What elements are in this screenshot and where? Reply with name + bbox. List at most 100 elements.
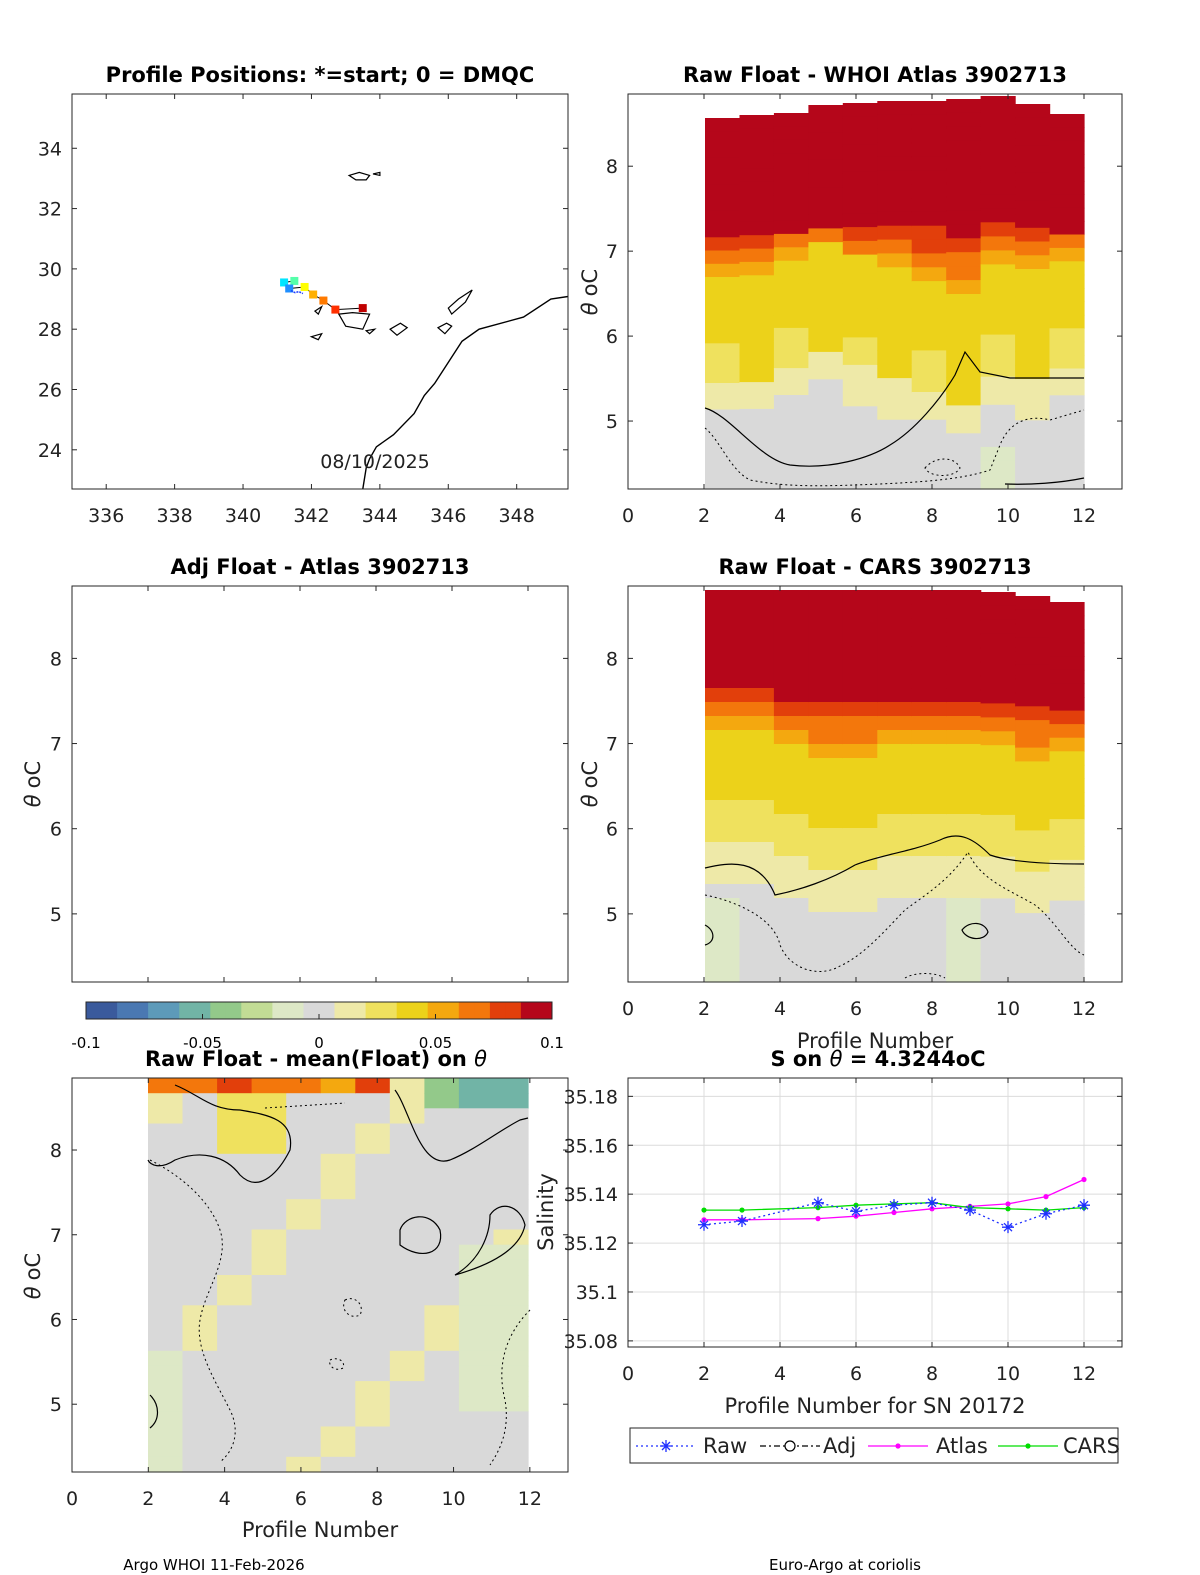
mean-heat-cell bbox=[355, 1078, 391, 1094]
cars-heat-cell bbox=[946, 716, 982, 731]
point-atlas bbox=[815, 1216, 821, 1222]
atlas-heat-cell bbox=[1049, 328, 1085, 343]
atlas-heat-cell bbox=[773, 260, 809, 275]
cars-heat-cell bbox=[877, 660, 913, 675]
cars-heat-cell bbox=[842, 884, 878, 899]
colorbar-swatch bbox=[427, 1002, 444, 1019]
mean-heat-cell bbox=[286, 1320, 322, 1337]
atlas-heat-cell bbox=[808, 201, 844, 216]
cars-heat-cell bbox=[946, 730, 982, 745]
mean-heat-cell bbox=[182, 1108, 218, 1125]
mean-xtick-label: 12 bbox=[518, 1488, 542, 1510]
salinity-ytick-label: 35.1 bbox=[576, 1282, 618, 1304]
cars-heat-cell bbox=[911, 618, 947, 633]
atlas-heat-cell bbox=[980, 432, 1016, 448]
atlas-heat-cell bbox=[842, 199, 878, 214]
mean-heat-cell bbox=[251, 1411, 287, 1428]
atlas-heat-cell bbox=[1015, 214, 1051, 229]
atlas-heat-cell bbox=[877, 142, 913, 158]
mean-heat-cell bbox=[251, 1138, 287, 1155]
cars-heat-cell bbox=[773, 688, 809, 703]
mean-heat-cell bbox=[355, 1244, 391, 1261]
mean-heat-cell bbox=[424, 1078, 460, 1094]
colorbar-swatch bbox=[396, 1002, 413, 1019]
mean-heat-cell bbox=[320, 1350, 356, 1367]
mean-heat-cell bbox=[355, 1350, 391, 1367]
cars-heat-cell bbox=[705, 870, 741, 885]
mean-heat-cell bbox=[320, 1365, 356, 1382]
cars-heat-cell bbox=[705, 786, 741, 801]
atlas-heat-cell bbox=[842, 282, 878, 297]
mean-heat-cell bbox=[389, 1350, 425, 1367]
mean-heat-cell bbox=[182, 1275, 218, 1291]
cars-heat-cell bbox=[877, 884, 913, 899]
mean-heat-cell bbox=[355, 1365, 391, 1382]
cars-heat-cell bbox=[980, 773, 1016, 788]
atlas-heat-cell bbox=[705, 316, 741, 331]
mean-heat-cell bbox=[217, 1184, 253, 1200]
atlas-heat-cell bbox=[773, 448, 809, 463]
cars-heat-cell bbox=[1015, 816, 1051, 831]
atlas-heat-cell bbox=[705, 184, 741, 199]
cars-heat-cell bbox=[705, 772, 741, 787]
salinity-xtick-label: 2 bbox=[698, 1363, 710, 1385]
cars-heat-cell bbox=[1049, 642, 1085, 657]
cars-heat-cell bbox=[877, 730, 913, 745]
colorbar-swatch bbox=[194, 1002, 211, 1019]
atlas-heat-cell bbox=[1049, 381, 1085, 396]
atlas-heat-cell bbox=[773, 247, 809, 262]
atlas-heat-cell bbox=[842, 475, 878, 490]
mean-heat-cell bbox=[355, 1441, 391, 1458]
cars-heat-cell bbox=[946, 674, 982, 689]
atlas-heat-cell bbox=[980, 152, 1016, 167]
atlas-heat-cell bbox=[1015, 255, 1051, 270]
atlas-heat-cell bbox=[1049, 140, 1085, 155]
colorbar-tick-label: 0.1 bbox=[540, 1034, 564, 1052]
atlas-heat-cell bbox=[808, 447, 844, 463]
mean-heat-cell bbox=[320, 1199, 356, 1215]
mean-heat-cell bbox=[320, 1411, 356, 1428]
mean-heat-cell bbox=[355, 1199, 391, 1215]
atlas-heat-cell bbox=[1015, 461, 1051, 476]
colorbar-swatch bbox=[117, 1002, 134, 1019]
mean-heat-cell bbox=[251, 1093, 287, 1109]
cars-heat-cell bbox=[705, 968, 741, 983]
atlas-heat-cell bbox=[946, 126, 982, 142]
map-title: Profile Positions: *=start; 0 = DMQC bbox=[106, 63, 535, 87]
mean-heat-cell bbox=[182, 1123, 218, 1140]
cars-heat-cell bbox=[1049, 968, 1085, 983]
salinity-axes: 0 2 4 6 8 10 12 35.08 35.1 35.12 35.14 35.16 35.18 bbox=[564, 1078, 1122, 1385]
cars-heat-cell bbox=[946, 912, 982, 927]
cars-heat-cell bbox=[739, 870, 775, 885]
cars-heat-cell bbox=[705, 814, 741, 829]
cars-heat-cell bbox=[980, 605, 1016, 621]
salinity-ytick-label: 35.16 bbox=[564, 1135, 618, 1157]
legend-label-raw: Raw bbox=[703, 1434, 747, 1458]
atlas-heat-cell bbox=[808, 351, 844, 367]
atlas-heat-cell bbox=[773, 287, 809, 302]
mean-heat-cell bbox=[182, 1168, 218, 1185]
cars-heat-cell bbox=[1015, 844, 1051, 859]
atlas-heat-cell bbox=[877, 419, 913, 435]
cars-heat-cell bbox=[773, 954, 809, 969]
mean-heat-cell bbox=[389, 1138, 425, 1155]
profile-position-marker bbox=[300, 282, 309, 291]
profile-position-marker bbox=[290, 276, 299, 285]
atlas-heat-cell bbox=[980, 334, 1016, 350]
cars-heat-cell bbox=[1015, 954, 1051, 969]
mean-heat-cell bbox=[217, 1214, 253, 1231]
cars-heat-cell bbox=[877, 758, 913, 773]
mean-heat-cell bbox=[286, 1123, 322, 1140]
mean-heat-cell bbox=[182, 1305, 218, 1322]
salinity-ytick-label: 35.08 bbox=[564, 1331, 618, 1353]
atlas-heat-cell bbox=[808, 159, 844, 175]
cars-heat-cell bbox=[911, 828, 947, 843]
atlas-heat-cell bbox=[739, 115, 775, 129]
cars-heat-cell bbox=[842, 772, 878, 787]
cars-heat-cell bbox=[1015, 830, 1051, 845]
mean-heat-cell bbox=[251, 1441, 287, 1458]
cars-heat-cell bbox=[1015, 623, 1051, 638]
atlas-heat-cell bbox=[946, 391, 982, 406]
atlas-heat-cell bbox=[1049, 114, 1085, 128]
atlas-panel: Raw Float - WHOI Atlas 3902713 0 2 4 6 8 10 12… bbox=[578, 63, 1123, 527]
